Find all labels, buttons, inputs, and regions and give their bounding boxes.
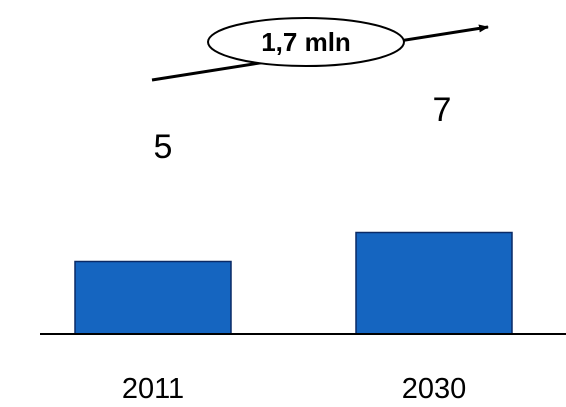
callout-label: 1,7 mln — [261, 27, 351, 57]
data-label-2011: 5 — [154, 128, 173, 166]
labels-layer: 2011 5 2030 7 — [122, 91, 466, 405]
bar-2011 — [74, 260, 232, 335]
bar-2030 — [355, 231, 513, 335]
x-tick-label-2011: 2011 — [122, 373, 184, 405]
growth-callout: 1,7 mln — [151, 17, 489, 82]
bars-layer — [74, 231, 513, 335]
x-tick-label-2030: 2030 — [402, 373, 467, 405]
callout-ellipse — [207, 17, 405, 67]
data-label-2030: 7 — [433, 91, 452, 129]
